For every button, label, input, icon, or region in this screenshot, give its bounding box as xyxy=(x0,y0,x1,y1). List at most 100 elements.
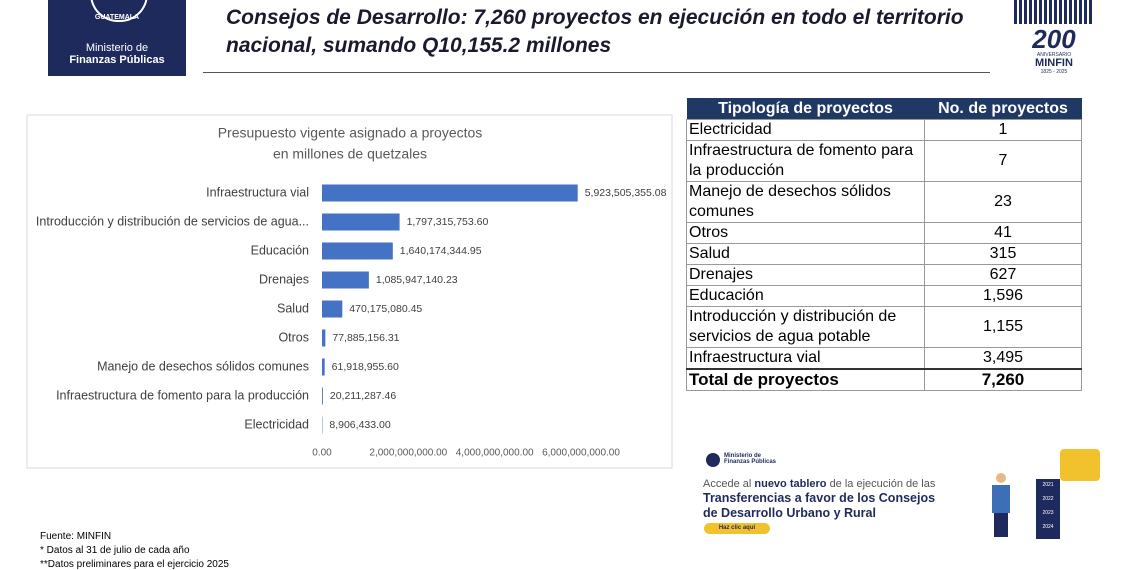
banner-button[interactable]: Haz clic aquí xyxy=(704,523,770,534)
project-count: 627 xyxy=(924,264,1082,286)
ballot-year: 2022 xyxy=(1042,496,1054,502)
project-type: Otros xyxy=(686,222,925,244)
total-count: 7,260 xyxy=(924,368,1082,391)
project-count: 41 xyxy=(924,222,1082,244)
table-header: Tipología de proyectos No. de proyectos xyxy=(686,98,1082,120)
banner-lead-text: de la ejecución de las xyxy=(829,478,936,490)
value-label: 8,906,433.00 xyxy=(329,419,390,431)
title-rule xyxy=(203,72,990,73)
person-head xyxy=(996,473,1006,483)
table-row: Infraestructura vial 3,495 xyxy=(686,347,1082,370)
person-legs xyxy=(994,513,1008,537)
banner-lead: Accede al nuevo tablero de la ejecución … xyxy=(703,478,935,490)
table-row: Manejo de desechos sólidos comunes 23 xyxy=(686,181,1082,223)
value-label: 1,640,174,344.95 xyxy=(400,245,482,257)
value-label: 5,923,505,355.08 xyxy=(585,187,667,199)
ballot-box: 2021 2022 2023 2024 xyxy=(1036,479,1060,539)
total-row: Total de proyectos 7,260 xyxy=(686,368,1082,391)
building-icon xyxy=(1060,449,1100,481)
chart-subtitle: en millones de quetzales xyxy=(273,146,427,162)
chart: Presupuesto vigente asignado a proyectos… xyxy=(26,114,673,469)
logo-line: Ministerio de xyxy=(85,42,149,54)
table-body: Electricidad 1 Infraestructura de fomento … xyxy=(686,119,1082,391)
ballot-year: 2024 xyxy=(1042,524,1054,530)
chart-frame xyxy=(26,114,673,469)
anniversary-years: 1825 - 2025 xyxy=(1040,69,1068,75)
anniversary-number: 200 xyxy=(1032,24,1076,54)
project-type: Salud xyxy=(686,243,925,265)
project-count: 1,596 xyxy=(924,285,1082,307)
banner-org: Ministerio de Finanzas Públicas xyxy=(724,453,777,465)
category-label: Salud xyxy=(277,301,309,315)
project-count: 3,495 xyxy=(924,347,1082,370)
project-type: Infraestructura de fomento para la produ… xyxy=(686,140,925,182)
value-label: 1,085,947,140.23 xyxy=(376,274,458,286)
banner-logo xyxy=(706,453,720,467)
category-label: Manejo de desechos sólidos comunes xyxy=(97,359,309,373)
project-count: 315 xyxy=(924,243,1082,265)
table-row: Otros 41 xyxy=(686,222,1082,244)
project-count: 1 xyxy=(924,119,1082,141)
column-header: Tipología de proyectos xyxy=(686,98,925,120)
total-label: Total de proyectos xyxy=(686,368,925,391)
value-label: 77,885,156.31 xyxy=(332,332,399,344)
logo-line: Finanzas Públicas xyxy=(69,54,165,66)
category-label: Otros xyxy=(278,330,309,344)
project-count: 7 xyxy=(924,140,1082,182)
bar xyxy=(322,387,323,405)
project-type: Manejo de desechos sólidos comunes xyxy=(686,181,925,223)
logo-country: GUATEMALA xyxy=(94,14,140,21)
project-type: Educación xyxy=(686,285,925,307)
chart-title: Presupuesto vigente asignado a proyectos xyxy=(218,125,483,141)
bar xyxy=(322,242,393,260)
person-body xyxy=(992,485,1010,513)
project-type: Infraestructura vial xyxy=(686,347,925,370)
x-tick-label: 2,000,000,000.00 xyxy=(369,448,447,459)
bar xyxy=(322,271,369,289)
logo-stripes xyxy=(1014,0,1094,24)
category-label: Infraestructura de fomento para la produ… xyxy=(56,388,309,402)
column-header: No. de proyectos xyxy=(924,98,1082,120)
ballot-year: 2023 xyxy=(1042,510,1054,516)
category-label: Introducción y distribución de servicios… xyxy=(36,214,309,228)
table-row: Introducción y distribución de servicios… xyxy=(686,306,1082,348)
project-type: Electricidad xyxy=(686,119,925,141)
banner-lead-text: Accede al xyxy=(703,478,752,490)
banner[interactable]: Ministerio de Finanzas Públicas Accede a… xyxy=(700,445,1102,543)
x-tick-label: 4,000,000,000.00 xyxy=(456,448,534,459)
bar xyxy=(322,300,343,318)
category-label: Electricidad xyxy=(244,417,309,431)
category-label: Drenajes xyxy=(259,272,309,286)
table-row: Salud 315 xyxy=(686,243,1082,265)
anniversary-org: MINFIN xyxy=(1035,57,1073,69)
banner-lead-bold: nuevo tablero xyxy=(754,478,827,490)
bar xyxy=(322,329,326,347)
bar xyxy=(322,213,400,231)
anniversary-word: ANIVERSARIO xyxy=(1036,52,1072,58)
banner-headline: de Desarrollo Urbano y Rural xyxy=(703,506,876,520)
table-row: Educación 1,596 xyxy=(686,285,1082,307)
value-label: 470,175,080.45 xyxy=(349,303,422,315)
footnote: Fuente: MINFIN xyxy=(40,531,112,542)
footnote: **Datos preliminares para el ejercicio 2… xyxy=(40,559,229,570)
table-row: Electricidad 1 xyxy=(686,119,1082,141)
category-label: Infraestructura vial xyxy=(206,185,309,199)
bar xyxy=(322,358,325,376)
project-count: 23 xyxy=(924,181,1082,223)
project-count: 1,155 xyxy=(924,306,1082,348)
project-type: Drenajes xyxy=(686,264,925,286)
page-title: Consejos de Desarrollo: 7,260 proyectos … xyxy=(226,6,964,57)
ballot-year: 2021 xyxy=(1042,482,1054,488)
footnote: * Datos al 31 de julio de cada año xyxy=(40,545,190,556)
table-row: Infraestructura de fomento para la produ… xyxy=(686,140,1082,182)
banner-headline: Transferencias a favor de los Consejos xyxy=(703,491,936,505)
value-label: 20,211,287.46 xyxy=(330,390,397,402)
bar xyxy=(322,184,578,202)
anniversary-logo: 200 ANIVERSARIO MINFIN 1825 - 2025 xyxy=(1012,0,1096,76)
table-row: Drenajes 627 xyxy=(686,264,1082,286)
projects-table: Tipología de proyectos No. de proyectos E… xyxy=(686,98,1082,391)
logo-box: GUATEMALA Ministerio de Finanzas Pública… xyxy=(48,0,186,76)
value-label: 1,797,315,753.60 xyxy=(407,216,489,228)
category-label: Educación xyxy=(251,243,309,257)
